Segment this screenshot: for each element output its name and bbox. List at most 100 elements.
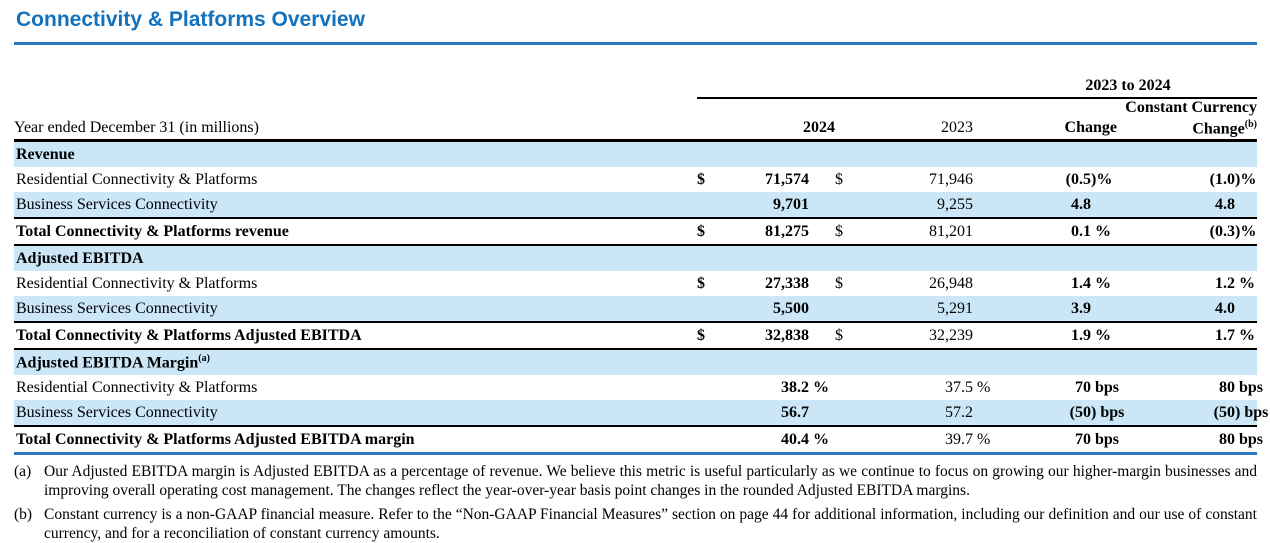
financial-table: Revenue Residential Connectivity & Platf… xyxy=(14,142,1269,456)
value-change: 70 xyxy=(1075,430,1091,448)
suffix-constant-currency-change: % xyxy=(1235,326,1255,344)
value-2023: 9,255 xyxy=(937,195,973,213)
value-2024: 40.4 xyxy=(781,430,809,448)
footnote-a: (a) Our Adjusted EBITDA margin is Adjust… xyxy=(14,463,1257,500)
table-row: Residential Connectivity & Platforms $ 7… xyxy=(14,167,1257,192)
column-header-change: Change xyxy=(1064,119,1117,137)
row-label: Total Connectivity & Platforms Adjusted … xyxy=(16,326,362,344)
row-label: Adjusted EBITDA xyxy=(16,249,144,267)
page-title: Connectivity & Platforms Overview xyxy=(16,8,365,31)
row-label: Residential Connectivity & Platforms xyxy=(16,378,258,396)
value-change: 70 xyxy=(1075,378,1091,396)
dollar-sign-2024: $ xyxy=(697,326,705,344)
value-change: (50 xyxy=(1069,403,1091,421)
footnotes: (a) Our Adjusted EBITDA margin is Adjust… xyxy=(14,463,1257,543)
value-2024: 56.7 xyxy=(781,403,809,421)
row-label: Adjusted EBITDA Margin(a) xyxy=(16,353,210,372)
value-2023: 37.5 xyxy=(945,378,973,396)
suffix-2024: % xyxy=(809,378,829,396)
table-row: Residential Connectivity & Platforms 38.… xyxy=(14,375,1264,400)
value-change: 0.1 xyxy=(1071,222,1091,240)
suffix-constant-currency-change: bps xyxy=(1235,430,1264,448)
span-header-label: 2023 to 2024 xyxy=(1085,77,1171,94)
value-change: 3.9 xyxy=(1071,299,1091,317)
table-row: Adjusted EBITDA Margin(a) xyxy=(14,350,1257,376)
suffix-2023: % xyxy=(973,378,991,396)
dollar-sign-2024: $ xyxy=(697,170,705,188)
row-label: Residential Connectivity & Platforms xyxy=(16,274,258,292)
table-row: Adjusted EBITDA xyxy=(14,246,1257,272)
suffix-constant-currency-change: % xyxy=(1235,274,1255,292)
row-label: Total Connectivity & Platforms revenue xyxy=(16,222,289,240)
suffix-constant-currency-change: )% xyxy=(1235,170,1257,188)
dollar-sign-2023: $ xyxy=(835,326,843,344)
value-constant-currency-change: 1.7 xyxy=(1215,326,1235,344)
dollar-sign-2023: $ xyxy=(835,274,843,292)
table-row: Business Services Connectivity 56.7 57.2… xyxy=(14,400,1269,426)
suffix-constant-currency-change: ) bps xyxy=(1235,403,1269,421)
value-constant-currency-change: 1.2 xyxy=(1215,274,1235,292)
value-constant-currency-change: (1.0 xyxy=(1209,170,1235,188)
table-row: Total Connectivity & Platforms Adjusted … xyxy=(14,425,1264,456)
value-change: (0.5 xyxy=(1065,170,1091,188)
table-row: Total Connectivity & Platforms revenue $… xyxy=(14,217,1257,247)
value-constant-currency-change: 4.8 xyxy=(1215,195,1235,213)
suffix-2023: % xyxy=(973,430,991,448)
value-constant-currency-change: (0.3 xyxy=(1209,222,1235,240)
row-label: Revenue xyxy=(16,145,75,163)
column-header-constant-currency: Constant Currency Change(b) xyxy=(1117,99,1257,137)
dollar-sign-2023: $ xyxy=(835,222,843,240)
span-header-underline xyxy=(697,97,1257,99)
value-2023: 26,948 xyxy=(929,274,973,292)
dollar-sign-2024: $ xyxy=(697,222,705,240)
suffix-change: )% xyxy=(1091,170,1113,188)
cc-header-line2: Change xyxy=(1192,120,1245,138)
dollar-sign-2023: $ xyxy=(835,170,843,188)
value-constant-currency-change: (50 xyxy=(1213,403,1235,421)
title-underline xyxy=(14,42,1257,45)
value-2024: 38.2 xyxy=(781,378,809,396)
suffix-change: bps xyxy=(1091,430,1120,448)
table-column-header-row: Year ended December 31 (in millions) 202… xyxy=(14,99,1257,143)
row-label: Total Connectivity & Platforms Adjusted … xyxy=(16,430,415,448)
table-row: Business Services Connectivity 9,701 9,2… xyxy=(14,192,1257,218)
footnote-a-text: Our Adjusted EBITDA margin is Adjusted E… xyxy=(44,463,1257,499)
suffix-change: % xyxy=(1091,326,1111,344)
value-constant-currency-change: 80 xyxy=(1219,430,1235,448)
suffix-constant-currency-change: bps xyxy=(1235,378,1264,396)
row-label: Business Services Connectivity xyxy=(16,299,218,317)
cc-header-footnote-ref: (b) xyxy=(1244,119,1257,130)
suffix-change: % xyxy=(1091,274,1111,292)
suffix-change: bps xyxy=(1091,378,1120,396)
column-header-2023: 2023 xyxy=(941,119,973,137)
value-2024: 71,574 xyxy=(765,170,809,188)
value-2024: 81,275 xyxy=(765,222,809,240)
period-label: Year ended December 31 (in millions) xyxy=(14,119,259,137)
value-change: 1.4 xyxy=(1071,274,1091,292)
value-constant-currency-change: 4.0 xyxy=(1215,299,1235,317)
cc-header-line1: Constant Currency xyxy=(1125,99,1257,116)
value-2023: 39.7 xyxy=(945,430,973,448)
footnote-b-marker: (b) xyxy=(14,506,33,524)
row-label: Business Services Connectivity xyxy=(16,403,218,421)
footnote-b-text: Constant currency is a non-GAAP financia… xyxy=(44,506,1257,542)
footnote-a-marker: (a) xyxy=(14,463,32,481)
suffix-2024: % xyxy=(809,430,829,448)
footnote-b: (b) Constant currency is a non-GAAP fina… xyxy=(14,506,1257,543)
table-row: Business Services Connectivity 5,500 5,2… xyxy=(14,296,1257,322)
column-header-2024: 2024 xyxy=(803,119,835,137)
suffix-change: ) bps xyxy=(1091,403,1125,421)
table-row: Residential Connectivity & Platforms $ 2… xyxy=(14,271,1257,296)
value-2023: 5,291 xyxy=(937,299,973,317)
dollar-sign-2024: $ xyxy=(697,274,705,292)
value-2024: 5,500 xyxy=(773,299,809,317)
value-2023: 32,239 xyxy=(929,326,973,344)
suffix-constant-currency-change: )% xyxy=(1235,222,1257,240)
value-change: 4.8 xyxy=(1071,195,1091,213)
value-2023: 71,946 xyxy=(929,170,973,188)
value-change: 1.9 xyxy=(1071,326,1091,344)
value-2024: 32,838 xyxy=(765,326,809,344)
value-2023: 57.2 xyxy=(945,403,973,421)
value-2023: 81,201 xyxy=(929,222,973,240)
